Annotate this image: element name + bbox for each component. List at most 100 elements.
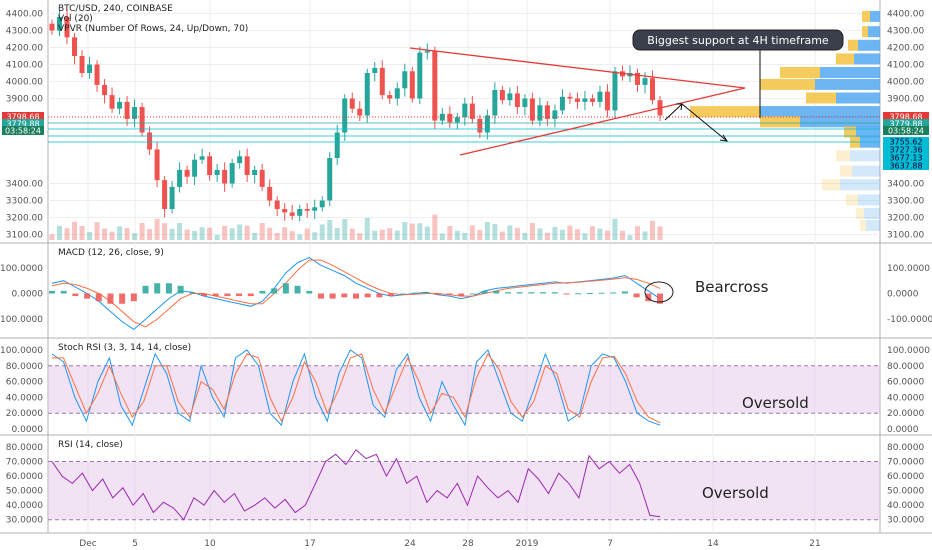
triangle-pattern	[409, 47, 746, 156]
candle-body	[492, 90, 498, 116]
candle-body	[109, 95, 115, 109]
volume-bar	[132, 233, 138, 240]
price-tag-right	[883, 137, 929, 146]
candle-body	[447, 113, 453, 123]
candle-body	[507, 93, 513, 101]
volume-bar	[627, 235, 633, 240]
volume-bar	[477, 229, 483, 240]
oscillator-band	[48, 365, 880, 414]
x-tick-label: 2019	[516, 539, 539, 549]
vpvr-down-bar	[760, 78, 815, 90]
candle-body	[252, 169, 258, 175]
vpvr-up-bar	[820, 67, 880, 78]
macd-histogram-bar	[60, 290, 67, 294]
osc-axis-label-right: -100.0000	[887, 315, 932, 325]
price-axis-label-left: 3900.00	[6, 95, 43, 105]
volume-bar	[117, 226, 123, 240]
macd-histogram-bar	[72, 293, 79, 297]
candle-body	[334, 132, 340, 158]
osc-axis-label-right: 40.0000	[887, 393, 924, 403]
price-axis-label-right: 4100.00	[887, 61, 924, 71]
volume-bar	[507, 225, 513, 240]
candle-body	[567, 96, 573, 99]
volume-bar	[402, 222, 408, 240]
candle-body	[612, 71, 618, 111]
volume-bar	[597, 228, 603, 240]
candle-body	[469, 103, 475, 119]
price-tag-right-text: 3637.88	[889, 162, 922, 171]
upper-trendline	[409, 47, 746, 89]
volume-bar	[79, 226, 85, 240]
volume-bar	[147, 229, 153, 240]
candle-body	[597, 91, 603, 102]
osc-axis-label-right: 60.0000	[887, 472, 924, 482]
volume-bar	[169, 228, 175, 240]
macd-histogram-bar	[49, 290, 55, 294]
macd-histogram-bar	[388, 293, 395, 297]
volume-bar	[522, 233, 528, 240]
macd-histogram-bar	[271, 288, 278, 294]
candle-body	[267, 186, 273, 201]
volume-bar	[259, 223, 265, 240]
volume-bar	[214, 234, 220, 240]
candle-body	[117, 101, 123, 109]
candle-body	[477, 118, 483, 133]
candle-body	[297, 209, 303, 216]
osc-axis-label-left: 30.0000	[6, 516, 43, 526]
volume-bar	[447, 226, 453, 240]
vpvr-legend: VPVR (Number Of Rows, 24, Up/Down, 70)	[58, 24, 248, 34]
vpvr-down-bar	[848, 39, 858, 51]
series-line	[52, 352, 661, 424]
volume-bar	[184, 229, 190, 240]
candle-body	[192, 159, 198, 177]
candle-body	[222, 169, 228, 184]
rsi-oversold-label: Oversold	[702, 484, 769, 502]
candle-body	[357, 108, 363, 116]
vpvr-down-bar	[856, 208, 864, 220]
volume-bar	[94, 222, 100, 240]
candle-body	[402, 71, 408, 89]
macd-histogram-bar	[657, 293, 663, 304]
macd-histogram-bar	[446, 293, 453, 295]
volume-bar	[102, 228, 108, 240]
macd-histogram-bar	[247, 293, 254, 297]
callout-text: Biggest support at 4H timeframe	[647, 34, 829, 47]
macd-histogram-bar	[282, 283, 289, 294]
osc-axis-label-left: 40.0000	[6, 501, 43, 511]
price-tag-right-text: 3779.88	[889, 120, 922, 129]
volume-bar	[372, 230, 378, 240]
osc-axis-label-left: 100.0000	[0, 264, 43, 274]
volume-profile	[690, 10, 880, 231]
macd-histogram-bar	[154, 283, 161, 294]
volume-bar	[49, 234, 55, 240]
osc-axis-label-right: 30.0000	[887, 516, 924, 526]
macd-histogram-bar	[516, 292, 523, 294]
price-axis-label-left: 4100.00	[6, 61, 43, 71]
macd-histogram-bar	[224, 293, 231, 297]
macd-histogram-bar	[236, 293, 243, 297]
candle-body	[552, 110, 558, 119]
volume-bar	[312, 232, 318, 240]
price-axis-label-right: 3100.00	[887, 231, 924, 241]
price-axis-label-right: 4000.00	[887, 78, 924, 88]
x-tick-label: 21	[809, 539, 820, 549]
candle-body	[634, 73, 640, 85]
vpvr-down-bar	[780, 67, 820, 78]
candle-body	[102, 84, 108, 96]
macd-histogram-bar	[551, 292, 558, 294]
volume-bar	[192, 231, 198, 240]
volume-bar	[252, 232, 258, 240]
candle-body	[642, 78, 648, 85]
price-axis-label-right: 4300.00	[887, 27, 924, 37]
vpvr-up-bar	[852, 165, 880, 177]
candle-body	[147, 132, 153, 150]
macd-histogram-bar	[411, 292, 418, 294]
volume-bar	[544, 232, 550, 240]
candle-body	[259, 169, 265, 187]
volume-bar	[289, 231, 295, 240]
osc-axis-label-right: 0.0000	[887, 425, 919, 435]
vpvr-down-bar	[760, 116, 800, 128]
osc-axis-label-right: 50.0000	[887, 487, 924, 497]
candle-body	[417, 52, 423, 99]
